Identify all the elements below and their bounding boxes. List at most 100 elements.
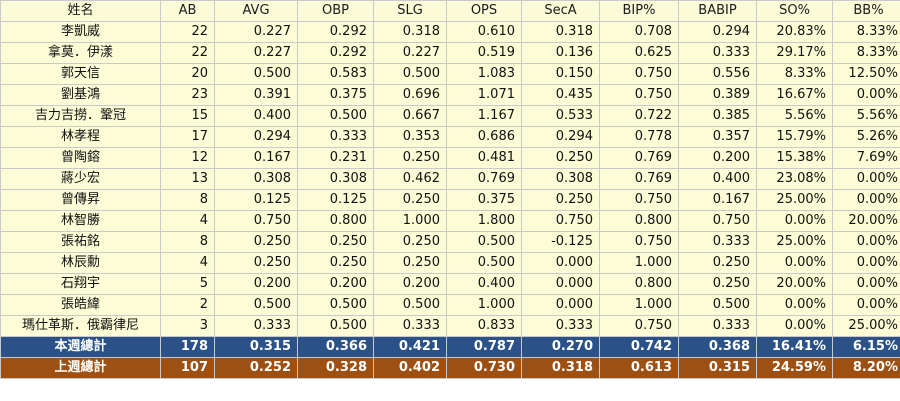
player-row[interactable]: 劉基鴻 23 0.391 0.375 0.696 1.071 0.435 0.750 0.389…	[0, 84, 900, 106]
player-row[interactable]: 蔣少宏 13 0.308 0.308 0.462 0.769 0.308 0.769 0.400…	[0, 168, 900, 190]
cell-name: 張祐銘	[0, 231, 161, 253]
cell-name: 劉基鴻	[0, 84, 161, 106]
player-rows: 李凱威 22 0.227 0.292 0.318 0.610 0.318 0.708 0.294…	[0, 21, 900, 379]
cell-seca: 0.000	[521, 294, 600, 316]
cell-slg: 0.402	[373, 357, 447, 379]
cell-avg: 0.750	[214, 210, 298, 232]
cell-slg: 0.696	[373, 84, 447, 106]
cell-ab: 12	[160, 147, 215, 169]
col-header-babip[interactable]: BABIP	[678, 0, 757, 22]
player-row[interactable]: 張皓緯 2 0.500 0.500 0.500 1.000 0.000 1.000 0.500 0…	[0, 294, 900, 316]
cell-ab: 4	[160, 210, 215, 232]
player-row[interactable]: 曾陶鎔 12 0.167 0.231 0.250 0.481 0.250 0.769 0.200…	[0, 147, 900, 169]
cell-bip-pct: 0.625	[599, 42, 679, 64]
cell-avg: 0.500	[214, 294, 298, 316]
cell-bb-pct: 0.00%	[832, 168, 900, 190]
cell-ops: 0.833	[446, 315, 522, 337]
cell-bb-pct: 5.26%	[832, 126, 900, 148]
cell-bip-pct: 0.750	[599, 189, 679, 211]
cell-ab: 22	[160, 21, 215, 43]
cell-slg: 0.250	[373, 231, 447, 253]
cell-name: 張皓緯	[0, 294, 161, 316]
col-header-so-pct[interactable]: SO%	[756, 0, 833, 22]
cell-name: 林孝程	[0, 126, 161, 148]
player-row[interactable]: 林孝程 17 0.294 0.333 0.353 0.686 0.294 0.778 0.357…	[0, 126, 900, 148]
cell-so-pct: 8.33%	[756, 63, 833, 85]
player-row[interactable]: 李凱威 22 0.227 0.292 0.318 0.610 0.318 0.708 0.294…	[0, 21, 900, 43]
this-week-total-row[interactable]: 本週總計 178 0.315 0.366 0.421 0.787 0.270 0.742 0.3…	[0, 336, 900, 358]
cell-so-pct: 20.83%	[756, 21, 833, 43]
player-row[interactable]: 張祐銘 8 0.250 0.250 0.250 0.500 -0.125 0.750 0.333…	[0, 231, 900, 253]
cell-so-pct: 5.56%	[756, 105, 833, 127]
col-header-ab[interactable]: AB	[160, 0, 215, 22]
cell-bb-pct: 6.15%	[832, 336, 900, 358]
player-row[interactable]: 林智勝 4 0.750 0.800 1.000 1.800 0.750 0.800 0.750 0…	[0, 210, 900, 232]
cell-obp: 0.292	[297, 42, 374, 64]
last-week-total-row[interactable]: 上週總計 107 0.252 0.328 0.402 0.730 0.318 0.613 0.3…	[0, 357, 900, 379]
col-header-bip-pct[interactable]: BIP%	[599, 0, 679, 22]
cell-obp: 0.583	[297, 63, 374, 85]
col-header-ops[interactable]: OPS	[446, 0, 522, 22]
cell-ops: 0.787	[446, 336, 522, 358]
cell-ab: 178	[160, 336, 215, 358]
cell-bb-pct: 0.00%	[832, 189, 900, 211]
cell-ab: 22	[160, 42, 215, 64]
cell-ab: 23	[160, 84, 215, 106]
cell-avg: 0.227	[214, 21, 298, 43]
cell-ops: 0.686	[446, 126, 522, 148]
cell-bip-pct: 0.750	[599, 84, 679, 106]
cell-babip: 0.294	[678, 21, 757, 43]
player-row[interactable]: 吉力吉撈．鞏冠 15 0.400 0.500 0.667 1.167 0.533 0.722 0…	[0, 105, 900, 127]
cell-bb-pct: 0.00%	[832, 252, 900, 274]
cell-babip: 0.389	[678, 84, 757, 106]
cell-babip: 0.250	[678, 252, 757, 274]
cell-avg: 0.167	[214, 147, 298, 169]
player-row[interactable]: 拿莫．伊漾 22 0.227 0.292 0.227 0.519 0.136 0.625 0.3…	[0, 42, 900, 64]
cell-name: 林智勝	[0, 210, 161, 232]
cell-ab: 13	[160, 168, 215, 190]
cell-ab: 107	[160, 357, 215, 379]
cell-name: 吉力吉撈．鞏冠	[0, 105, 161, 127]
cell-ops: 1.800	[446, 210, 522, 232]
cell-ab: 15	[160, 105, 215, 127]
cell-bb-pct: 8.20%	[832, 357, 900, 379]
cell-bip-pct: 0.769	[599, 168, 679, 190]
cell-slg: 0.500	[373, 294, 447, 316]
player-row[interactable]: 曾傳昇 8 0.125 0.125 0.250 0.375 0.250 0.750 0.167 2…	[0, 189, 900, 211]
cell-bip-pct: 0.800	[599, 273, 679, 295]
cell-babip: 0.500	[678, 294, 757, 316]
col-header-seca[interactable]: SecA	[521, 0, 600, 22]
cell-bb-pct: 12.50%	[832, 63, 900, 85]
col-header-name[interactable]: 姓名	[0, 0, 161, 22]
player-row[interactable]: 郭天信 20 0.500 0.583 0.500 1.083 0.150 0.750 0.556…	[0, 63, 900, 85]
col-header-bb-pct[interactable]: BB%	[832, 0, 900, 22]
cell-ab: 17	[160, 126, 215, 148]
col-header-obp[interactable]: OBP	[297, 0, 374, 22]
cell-ops: 1.071	[446, 84, 522, 106]
cell-obp: 0.800	[297, 210, 374, 232]
player-row[interactable]: 林辰勳 4 0.250 0.250 0.250 0.500 0.000 1.000 0.250 0…	[0, 252, 900, 274]
cell-seca: 0.136	[521, 42, 600, 64]
cell-obp: 0.250	[297, 231, 374, 253]
cell-bip-pct: 0.750	[599, 231, 679, 253]
col-header-slg[interactable]: SLG	[373, 0, 447, 22]
cell-avg: 0.200	[214, 273, 298, 295]
cell-bb-pct: 8.33%	[832, 21, 900, 43]
cell-babip: 0.315	[678, 357, 757, 379]
cell-obp: 0.500	[297, 294, 374, 316]
cell-name: 曾陶鎔	[0, 147, 161, 169]
cell-avg: 0.315	[214, 336, 298, 358]
cell-obp: 0.333	[297, 126, 374, 148]
cell-seca: 0.250	[521, 189, 600, 211]
cell-bip-pct: 1.000	[599, 294, 679, 316]
cell-name: 拿莫．伊漾	[0, 42, 161, 64]
cell-ab: 5	[160, 273, 215, 295]
cell-slg: 0.462	[373, 168, 447, 190]
cell-name: 曾傳昇	[0, 189, 161, 211]
col-header-avg[interactable]: AVG	[214, 0, 298, 22]
player-row[interactable]: 石翔宇 5 0.200 0.200 0.200 0.400 0.000 0.800 0.250 2…	[0, 273, 900, 295]
cell-babip: 0.333	[678, 231, 757, 253]
cell-avg: 0.252	[214, 357, 298, 379]
cell-ops: 0.610	[446, 21, 522, 43]
player-row[interactable]: 瑪仕革斯．俄霸律尼 3 0.333 0.500 0.333 0.833 0.333 0.750…	[0, 315, 900, 337]
